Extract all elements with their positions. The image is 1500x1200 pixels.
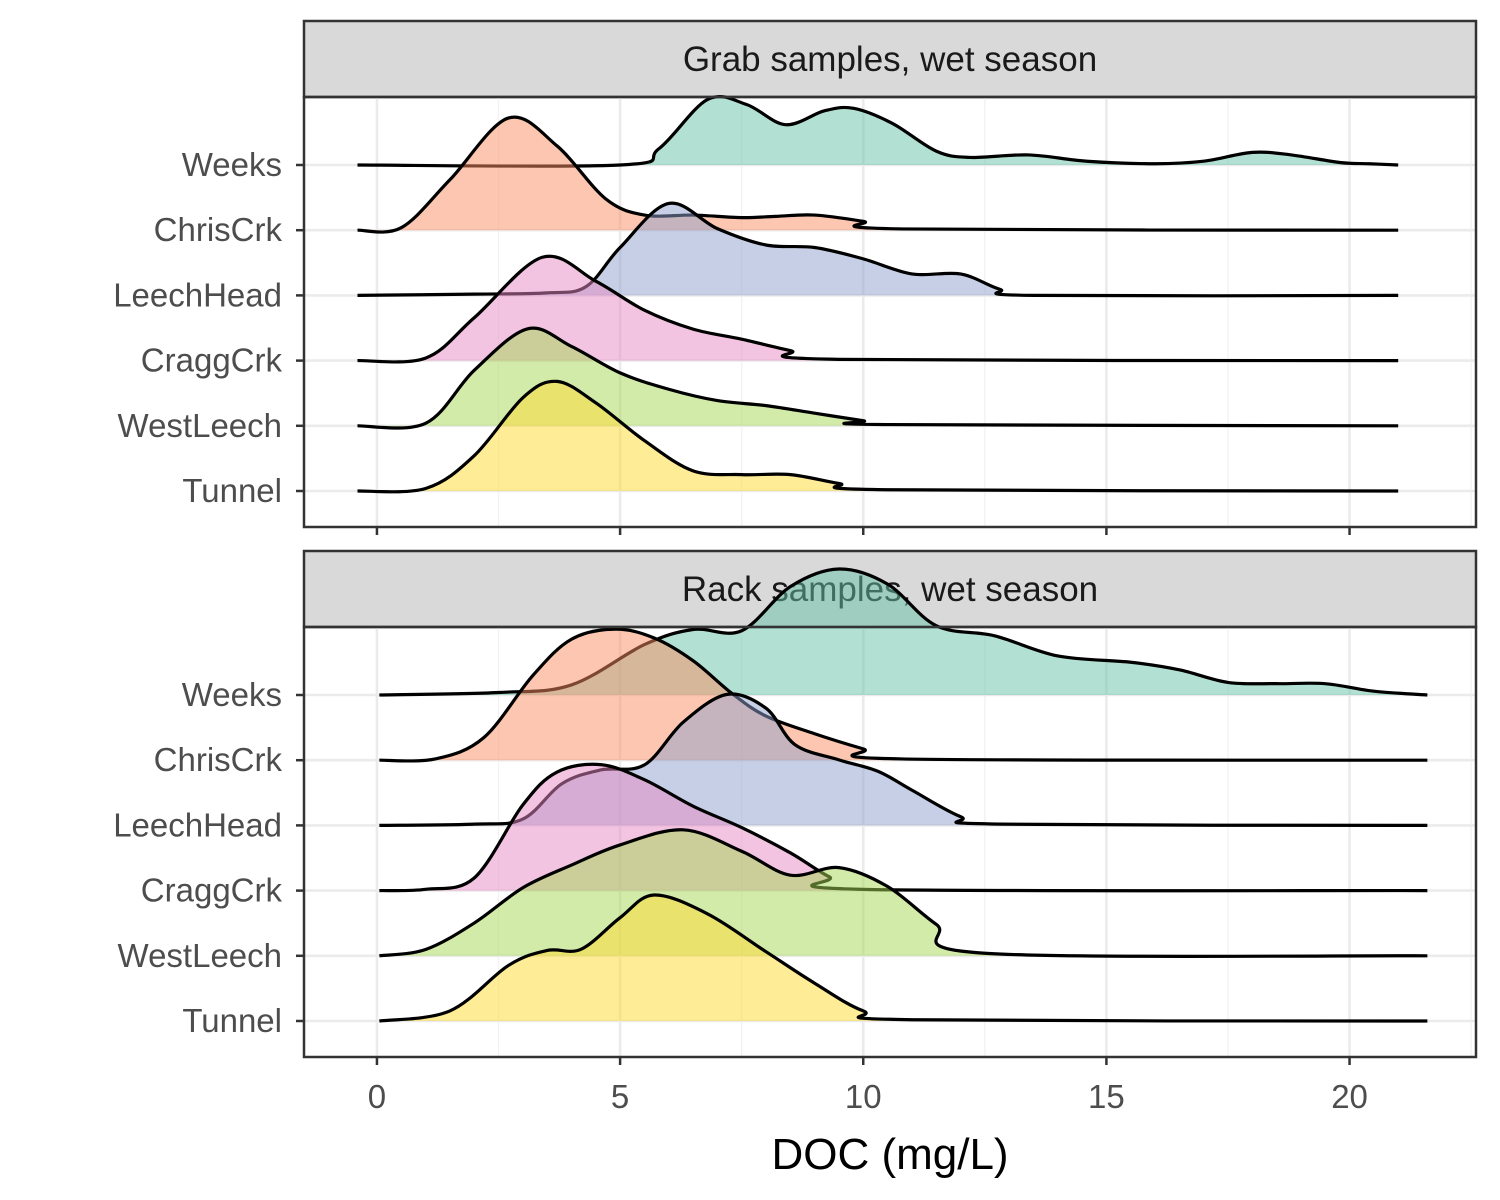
- density-fill-craggcrk: [357, 256, 1399, 362]
- ridge-craggcrk: [379, 762, 1428, 893]
- ridge-westleech: [357, 326, 1399, 430]
- density-fill-westleech: [357, 328, 1399, 429]
- density-line-weeks: [357, 94, 1399, 168]
- density-fill-tunnel: [357, 381, 1399, 492]
- y-tick-label: Weeks: [182, 676, 282, 713]
- y-tick-label: CraggCrk: [141, 342, 283, 379]
- density-line-westleech: [357, 326, 1399, 430]
- density-fill-chriscrk: [357, 117, 1399, 233]
- density-fill-craggcrk: [379, 764, 1428, 891]
- x-tick-label: 5: [611, 1078, 629, 1115]
- y-tick-label: ChrisCrk: [154, 741, 283, 778]
- ridge-tunnel: [357, 379, 1399, 494]
- panel-strip: [302, 19, 1478, 99]
- density-line-craggcrk: [357, 254, 1399, 364]
- ridge-craggcrk: [357, 254, 1399, 364]
- y-tick-label: LeechHead: [113, 276, 282, 313]
- y-tick-label: ChrisCrk: [154, 211, 283, 248]
- ridge-tunnel: [379, 893, 1428, 1023]
- density-fill-tunnel: [379, 894, 1428, 1021]
- x-tick-marks: [375, 527, 1351, 535]
- x-axis-labels: 0 5 10 15 20: [368, 1078, 1368, 1115]
- ridge-chriscrk: [379, 627, 1428, 763]
- panel-1: Grab samples, wet season Tunnel WestLeech C…: [113, 19, 1478, 535]
- y-axis: Tunnel WestLeech CraggCrk LeechHead ChrisCrk…: [113, 146, 304, 509]
- y-axis: Tunnel WestLeech CraggCrk LeechHead ChrisCrk…: [113, 676, 304, 1039]
- y-tick-label: CraggCrk: [141, 872, 283, 909]
- y-tick-label: WestLeech: [118, 407, 282, 444]
- panel-2: Rack samples, wet seasonTunnelWestLeechC…: [113, 549, 1478, 1065]
- x-tick-label: 0: [368, 1078, 386, 1115]
- x-axis-title: DOC (mg/L): [771, 1130, 1008, 1179]
- density-line-tunnel: [379, 893, 1428, 1023]
- density-fill-weeks: [357, 96, 1399, 167]
- panel-border: [302, 625, 1478, 1059]
- density-fill-chriscrk: [379, 629, 1428, 761]
- y-tick-label: Tunnel: [182, 472, 282, 509]
- density-line-chriscrk: [357, 115, 1399, 234]
- x-tick-label: 15: [1088, 1078, 1125, 1115]
- panel-border: [302, 95, 1478, 529]
- x-tick-label: 10: [845, 1078, 882, 1115]
- y-tick-label: WestLeech: [118, 937, 282, 974]
- y-tick-label: Tunnel: [182, 1002, 282, 1039]
- y-tick-label: LeechHead: [113, 806, 282, 843]
- x-tick-marks: [375, 1057, 1351, 1065]
- density-line-westleech: [379, 828, 1428, 958]
- ridge-chriscrk: [357, 115, 1399, 234]
- density-line-tunnel: [357, 379, 1399, 494]
- density-fill-leechhead: [357, 203, 1399, 296]
- panel-ridges: [379, 567, 1428, 1023]
- y-tick-label: Weeks: [182, 146, 282, 183]
- density-line-chriscrk: [379, 627, 1428, 763]
- x-tick-label: 20: [1331, 1078, 1368, 1115]
- panel-ridges: [357, 94, 1399, 494]
- panel-title: Grab samples, wet season: [683, 40, 1097, 79]
- ridge-weeks: [357, 94, 1399, 168]
